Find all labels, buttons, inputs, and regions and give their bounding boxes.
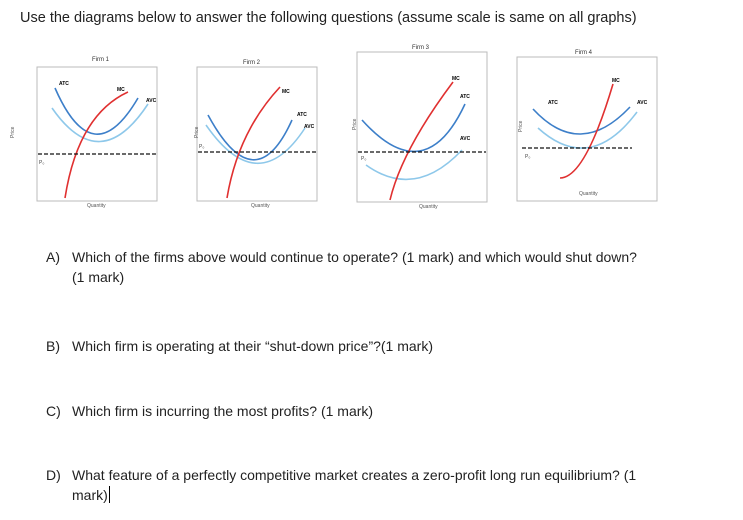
firm-4-p0-label: P₀: [525, 154, 530, 160]
firm-3-mc-curve: [389, 81, 454, 201]
firm-1-mc-curve: [64, 91, 129, 199]
question-d-letter: D): [46, 467, 61, 483]
question-b-letter: B): [46, 338, 60, 354]
firm-4-atc-label: ATC: [548, 100, 558, 106]
firm-4-title: Firm 4: [575, 50, 593, 56]
firm-3-avc-label: AVC: [460, 136, 471, 142]
question-d-line-2: mark): [72, 487, 108, 503]
firm-3-quantity-label: Quantity: [419, 204, 438, 210]
firm-2-title: Firm 2: [243, 60, 261, 66]
firm-4-mc-curve: [559, 83, 614, 179]
firm-1-avc-curve: [51, 103, 149, 143]
instructions: Use the diagrams below to answer the fol…: [20, 10, 637, 26]
firm-2-mc-label: MC: [282, 89, 290, 95]
firm-2-atc-label: ATC: [297, 112, 307, 118]
question-a-letter: A): [46, 249, 60, 265]
firm-3-avc-curve: [365, 149, 463, 181]
firm-2-mc-curve: [226, 86, 281, 199]
firm-1-title: Firm 1: [92, 57, 110, 63]
firm-3-graph: Firm 3 Price Quantity P₀ MC ATC AVC: [352, 45, 488, 210]
firm-2-atc-curve: [207, 114, 293, 161]
question-c-line-1: Which firm is incurring the most profits…: [72, 403, 374, 419]
firm-4-price-label: Price: [518, 120, 524, 132]
firm-1-atc-curve: [54, 87, 139, 135]
firm-3-title: Firm 3: [412, 45, 430, 51]
firm-3-atc-label: ATC: [460, 94, 470, 100]
firm-2-price-label: Price: [194, 126, 200, 138]
firm-3-p0-label: P₀: [361, 156, 366, 162]
firm-2-avc-curve: [205, 124, 306, 164]
firm-2-quantity-label: Quantity: [251, 203, 270, 209]
question-d-line-1: What feature of a perfectly competitive …: [72, 467, 637, 483]
firm-1-graph: Firm 1 Price Quantity P₀ ATC MC AVC: [10, 57, 158, 209]
firm-4-quantity-label: Quantity: [579, 191, 598, 197]
question-b-line-1: Which firm is operating at their “shut-d…: [72, 338, 434, 354]
firm-1-atc-label: ATC: [59, 81, 69, 87]
firm-graphs: Firm 1 Price Quantity P₀ ATC MC AVC Firm…: [10, 45, 658, 210]
firm-4-avc-curve: [537, 111, 638, 149]
firm-1-price-label: Price: [10, 126, 16, 138]
firm-3-mc-label: MC: [452, 76, 460, 82]
firm-1-avc-label: AVC: [146, 98, 157, 104]
text-cursor: [108, 486, 111, 503]
firm-3-price-label: Price: [352, 118, 358, 130]
firm-2-graph: Firm 2 Price Quantity P₀ MC ATC AVC: [194, 60, 318, 209]
firm-2-p0-label: P₀: [199, 144, 204, 150]
firm-4-mc-label: MC: [612, 78, 620, 84]
firm-4-avc-label: AVC: [637, 100, 648, 106]
question-c-letter: C): [46, 403, 61, 419]
question-a-line-1: Which of the firms above would continue …: [72, 249, 637, 265]
firm-2-avc-label: AVC: [304, 124, 315, 130]
firm-4-atc-curve: [532, 106, 631, 135]
question-a-line-2: (1 mark): [72, 269, 125, 285]
firm-1-p0-label: P₀: [39, 160, 44, 166]
firm-1-quantity-label: Quantity: [87, 203, 106, 209]
firm-3-atc-curve: [361, 103, 466, 153]
firm-4-graph: Firm 4 Price Quantity P₀ ATC MC AVC: [516, 50, 658, 202]
firm-1-mc-label: MC: [117, 87, 125, 93]
